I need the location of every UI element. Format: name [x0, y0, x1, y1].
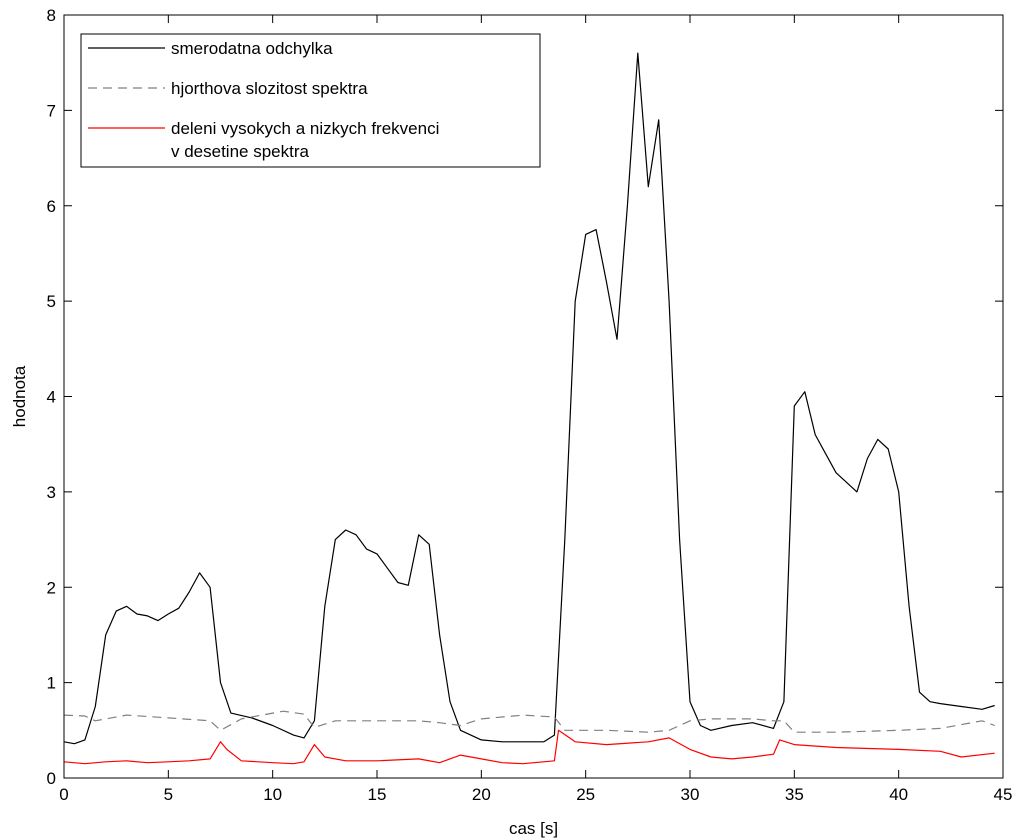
legend-box: [80, 33, 541, 168]
plot-area: [63, 52, 995, 765]
legend: smerodatna odchylka hjorthova slozitost …: [80, 33, 541, 168]
x-tick-label: 25: [576, 785, 595, 804]
legend-label-freq-ratio-line2: v desetine spektra: [171, 142, 310, 161]
y-tick-label: 2: [47, 578, 56, 597]
y-tick-label: 8: [47, 6, 56, 25]
y-tick-label: 7: [47, 101, 56, 120]
x-tick-label: 40: [889, 785, 908, 804]
x-tick-label: 10: [263, 785, 282, 804]
x-axis-label: cas [s]: [509, 819, 558, 838]
x-tick-label: 45: [994, 785, 1013, 804]
y-axis-label: hodnota: [10, 365, 29, 427]
x-tick-label: 30: [681, 785, 700, 804]
legend-label-hjorth: hjorthova slozitost spektra: [171, 79, 368, 98]
y-tick-label: 1: [47, 674, 56, 693]
x-tick-label: 5: [164, 785, 173, 804]
x-tick-label: 20: [472, 785, 491, 804]
legend-label-std: smerodatna odchylka: [171, 39, 333, 58]
y-tick-label: 5: [47, 292, 56, 311]
y-tick-label: 3: [47, 483, 56, 502]
x-tick-label: 35: [785, 785, 804, 804]
x-tick-label: 0: [59, 785, 68, 804]
y-tick-label: 4: [47, 388, 56, 407]
series-line-0: [63, 52, 995, 745]
series-line-1: [63, 710, 995, 733]
legend-label-freq-ratio: deleni vysokych a nizkych frekvenci: [171, 119, 439, 138]
y-tick-label: 6: [47, 197, 56, 216]
y-tick-label: 0: [47, 769, 56, 788]
x-tick-label: 15: [368, 785, 387, 804]
series-line-2: [63, 729, 995, 765]
